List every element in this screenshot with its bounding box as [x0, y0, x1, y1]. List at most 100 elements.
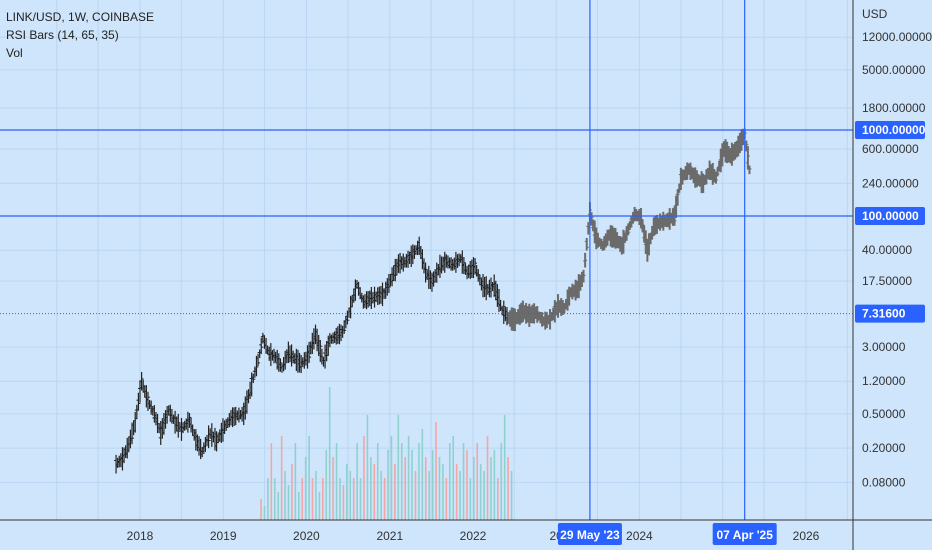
price-tag [855, 207, 925, 225]
date-tag-label: 07 Apr '25 [716, 528, 773, 542]
date-tag-label: 29 May '23 [560, 528, 620, 542]
volume-bar [280, 436, 283, 520]
volume-bar [298, 492, 300, 520]
volume-bar [267, 478, 269, 520]
indicator-label[interactable]: RSI Bars (14, 65, 35) [6, 28, 119, 42]
x-tick-label: 2021 [376, 529, 403, 543]
volume-bar [442, 464, 444, 520]
y-tick-label: 1.20000 [862, 374, 906, 388]
volume-bar [370, 457, 372, 520]
volume-bar [469, 478, 472, 520]
volume-bar [400, 443, 403, 520]
price-tags: 1000.00000 100.00000 7.31600 29 May '23 07 A… [557, 121, 926, 545]
volume-bar [493, 450, 496, 520]
volume-bar [435, 422, 437, 520]
price-tag-label: 7.31600 [862, 307, 906, 321]
volume-bar [390, 436, 393, 520]
volume-bar [383, 478, 386, 520]
volume-bar [486, 436, 489, 520]
volume-bar [476, 443, 479, 520]
volume-bar [428, 471, 430, 520]
volume-bar [363, 436, 365, 520]
grid [0, 0, 853, 520]
y-tick-label: 0.20000 [862, 441, 906, 455]
x-tick-label: 2018 [127, 529, 154, 543]
volume-bar [352, 478, 355, 520]
volume-bar [431, 450, 434, 520]
volume-bar [284, 471, 286, 520]
volume-bar [490, 457, 492, 520]
volume-bar [404, 457, 406, 520]
volume-bar [459, 471, 461, 520]
volume-bar [301, 478, 304, 520]
volume-label[interactable]: Vol [6, 46, 23, 60]
x-tick-label: 2019 [210, 529, 237, 543]
volume-bar [356, 443, 358, 520]
x-tick-label: 2020 [293, 529, 320, 543]
y-tick-label: 240.00000 [862, 176, 919, 190]
volume-bar [424, 457, 427, 520]
y-tick-label: 5000.00000 [862, 63, 926, 77]
y-tick-label: 0.08000 [862, 475, 906, 489]
volume-bar [411, 450, 413, 520]
volume-bar [277, 492, 280, 520]
volume-bar [466, 450, 468, 520]
price-tag-label: 1000.00000 [862, 123, 926, 137]
price-tag [855, 304, 925, 323]
volume-bar [421, 429, 424, 520]
volume-bar [452, 436, 455, 520]
volume-bar [407, 436, 410, 520]
crosshair-lines [0, 0, 853, 520]
price-tag [855, 121, 925, 139]
volume-bar [387, 450, 389, 520]
volume-bar [304, 457, 307, 520]
y-tick-label: 0.50000 [862, 407, 906, 421]
volume-bar [510, 471, 513, 520]
volume-bar [366, 415, 369, 520]
volume-bar [335, 443, 338, 520]
y-tick-label: 600.00000 [862, 142, 919, 156]
y-tick-label: 40.00000 [862, 243, 912, 257]
volume-bars [260, 387, 513, 520]
volume-bar [507, 457, 509, 520]
volume-bar [445, 478, 448, 520]
volume-bar [394, 464, 396, 520]
volume-bar [263, 506, 266, 520]
y-unit-label: USD [862, 7, 888, 21]
volume-bar [346, 464, 348, 520]
volume-bar [332, 457, 334, 520]
volume-bar [359, 478, 362, 520]
volume-bar [291, 464, 293, 520]
volume-bar [311, 478, 314, 520]
volume-bar [287, 485, 290, 520]
volume-bar [376, 443, 379, 520]
volume-bar [473, 457, 475, 520]
volume-bar [414, 471, 417, 520]
symbol-label[interactable]: LINK/USD, 1W, COINBASE [6, 10, 155, 24]
date-tag [557, 523, 622, 545]
volume-bar [349, 471, 352, 520]
volume-bar [322, 478, 324, 520]
volume-bar [342, 485, 345, 520]
x-tick-label: 2026 [793, 529, 820, 543]
volume-bar [273, 478, 276, 520]
date-tag [712, 523, 777, 545]
volume-bar [294, 443, 297, 520]
volume-bar [497, 478, 499, 520]
volume-bar [448, 443, 451, 520]
y-axis-ticks: 12000.00000 5000.00000 1800.00000 600.00000… [862, 30, 932, 489]
volume-bar [438, 457, 441, 520]
volume-bar [455, 464, 458, 520]
volume-bar [318, 492, 321, 520]
chart-legend: LINK/USD, 1W, COINBASE RSI Bars (14, 65,… [6, 8, 154, 62]
volume-bar [479, 464, 482, 520]
x-axis-ticks: 2018 2019 2020 2021 2022 20 2024 2026 [127, 529, 820, 543]
volume-bar [503, 415, 506, 520]
ohlc-bars [114, 128, 752, 474]
x-tick-label: 2024 [626, 529, 653, 543]
y-tick-label: 17.50000 [862, 274, 912, 288]
volume-bar [500, 443, 503, 520]
y-tick-label: 1800.00000 [862, 101, 926, 115]
